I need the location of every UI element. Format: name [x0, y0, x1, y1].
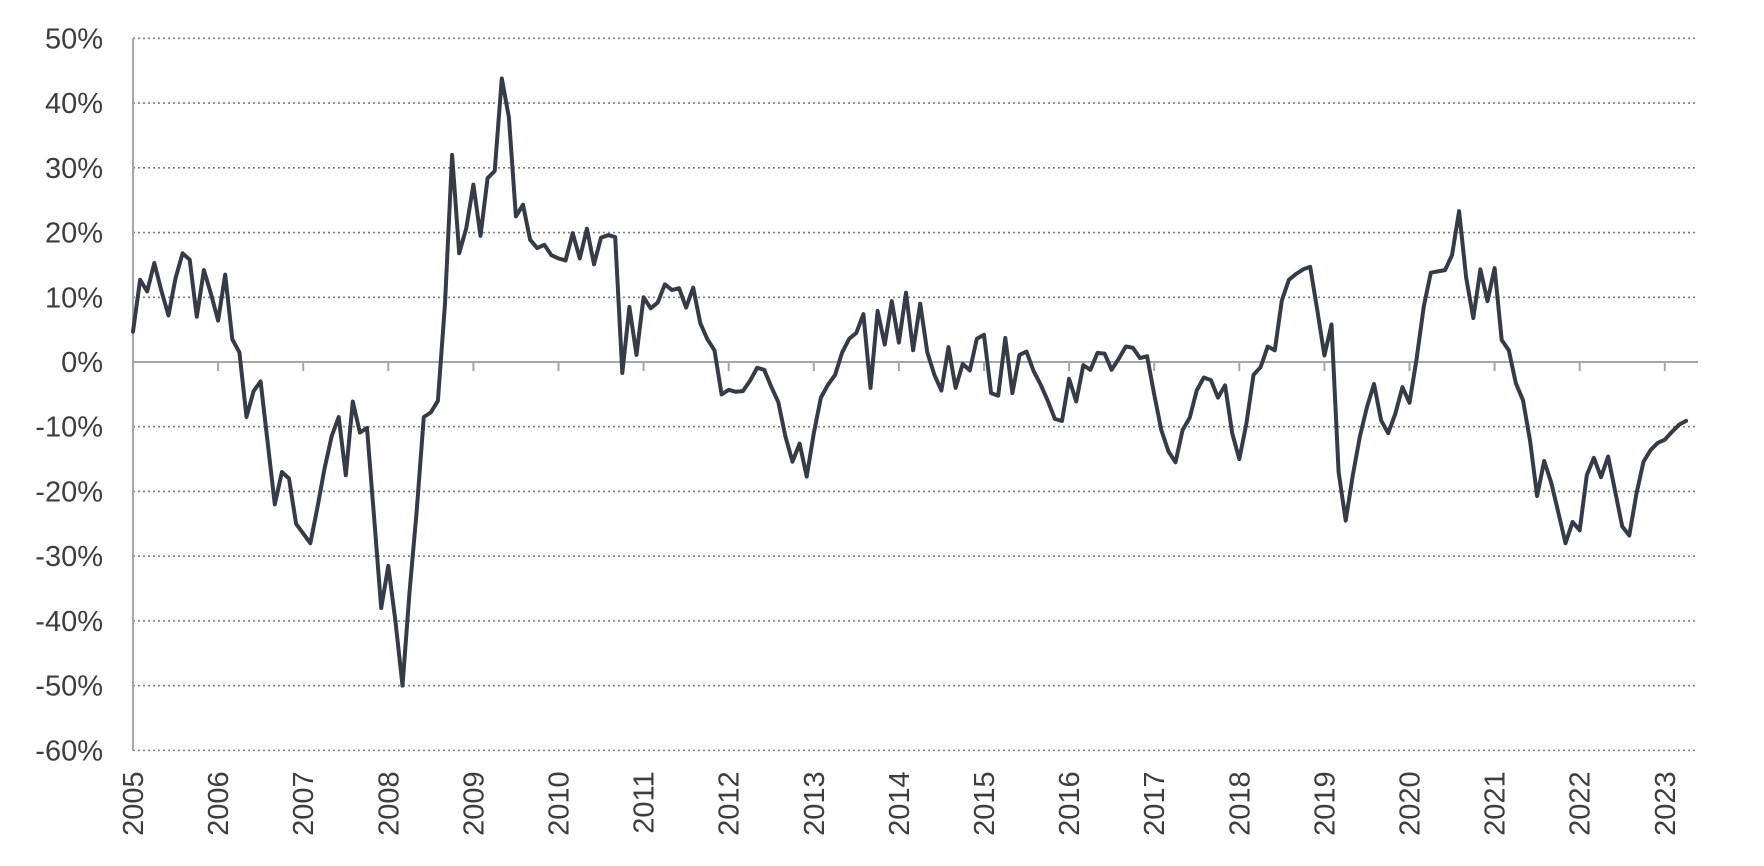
- y-tick-label: -20%: [35, 476, 103, 508]
- x-tick-label: 2006: [203, 771, 235, 836]
- x-tick-label: 2009: [458, 771, 490, 836]
- y-tick-label: 20%: [45, 218, 103, 250]
- x-tick-label: 2018: [1224, 771, 1256, 836]
- x-tick-label: 2008: [373, 771, 405, 836]
- y-tick-label: -30%: [35, 541, 103, 573]
- x-tick-label: 2023: [1650, 771, 1682, 836]
- y-tick-label: -10%: [35, 412, 103, 444]
- y-tick-label: -60%: [35, 735, 103, 767]
- x-tick-label: 2020: [1395, 771, 1427, 836]
- y-tick-label: 10%: [45, 282, 103, 314]
- y-axis-labels: 50% 40% 30% 20% 10% 0% -10% -20% -30% -40% -50% -60…: [35, 23, 103, 767]
- x-axis-labels: 2005 2006 2007 2008 2009 2010 2011 2012 2013 2014…: [118, 771, 1682, 836]
- x-tick-label: 2021: [1480, 771, 1512, 836]
- x-tick-label: 2012: [714, 771, 746, 836]
- year-ticks: [132, 362, 1666, 371]
- x-tick-label: 2005: [118, 771, 150, 836]
- x-tick-label: 2013: [799, 771, 831, 836]
- x-tick-label: 2011: [629, 771, 661, 833]
- y-tick-label: 40%: [45, 88, 103, 120]
- x-tick-label: 2019: [1309, 771, 1341, 836]
- x-tick-label: 2007: [288, 771, 320, 836]
- y-tick-label: 0%: [61, 347, 103, 379]
- x-tick-label: 2022: [1565, 771, 1597, 836]
- y-tick-label: 30%: [45, 153, 103, 185]
- x-tick-label: 2014: [884, 771, 916, 836]
- x-tick-label: 2016: [1054, 771, 1086, 836]
- x-tick-label: 2017: [1139, 771, 1171, 836]
- y-tick-label: -50%: [35, 671, 103, 703]
- y-tick-label: 50%: [45, 23, 103, 55]
- data-line: [131, 76, 1689, 688]
- y-tick-label: -40%: [35, 606, 103, 638]
- y-gridlines: [133, 37, 1698, 752]
- x-tick-label: 2015: [969, 771, 1001, 836]
- x-tick-label: 2010: [544, 771, 576, 836]
